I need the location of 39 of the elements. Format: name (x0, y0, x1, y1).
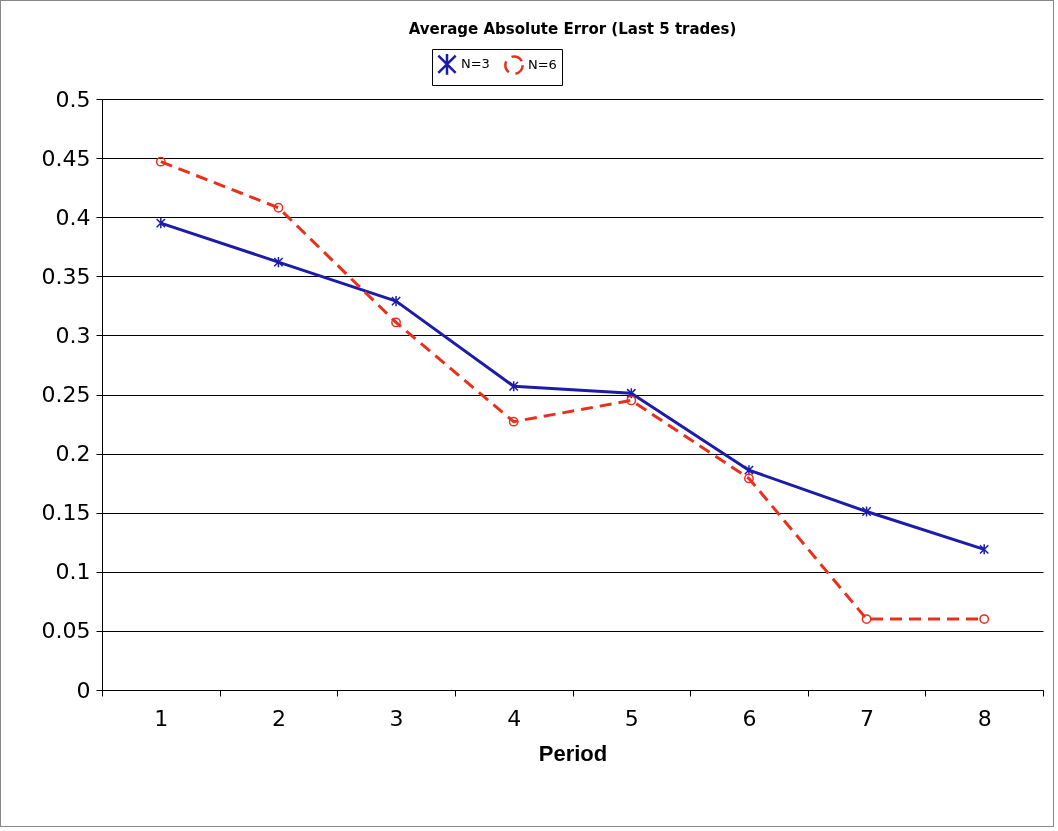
y-tick-label: 0.3 (55, 322, 91, 348)
point (979, 614, 990, 624)
y-tick-label: 0.4 (55, 204, 91, 230)
point (861, 614, 872, 624)
x-tick-label: 2 (271, 705, 286, 731)
x-tick-label: 6 (742, 705, 757, 731)
y-tick-label: 0.1 (55, 559, 91, 585)
point (155, 156, 166, 167)
y-tick-label: 0.45 (41, 145, 91, 171)
point (744, 464, 754, 476)
y-tick-label: 0.2 (55, 441, 91, 467)
point (979, 543, 990, 556)
point (626, 387, 637, 400)
x-tick-label: 5 (624, 705, 639, 731)
y-tick-label: 0.35 (41, 263, 91, 289)
point (626, 395, 637, 406)
x-tick-label: 7 (860, 705, 875, 731)
point (861, 505, 872, 518)
point (391, 317, 401, 328)
x-tick-label: 4 (507, 705, 522, 731)
point (155, 217, 166, 229)
y-tick-label: 0.15 (41, 500, 91, 526)
point (273, 256, 284, 268)
y-tick-label: 0.05 (41, 618, 91, 644)
point (508, 416, 519, 427)
x-tick-label: 8 (977, 705, 992, 731)
point (273, 202, 284, 213)
y-tick-label: 0 (76, 677, 91, 703)
point (391, 295, 401, 307)
legend-label: N=6 (528, 57, 557, 73)
chart-title: Average Absolute Error (Last 5 trades) (408, 19, 737, 38)
point (744, 473, 754, 484)
point (508, 380, 519, 392)
legend-label: N=3 (461, 56, 490, 72)
x-tick-label: 3 (389, 705, 404, 731)
y-tick-label: 0.25 (41, 382, 91, 407)
x-axis-title: Period (538, 740, 608, 766)
y-tick-label: 0.5 (55, 86, 91, 112)
x-tick-label: 1 (154, 705, 169, 731)
